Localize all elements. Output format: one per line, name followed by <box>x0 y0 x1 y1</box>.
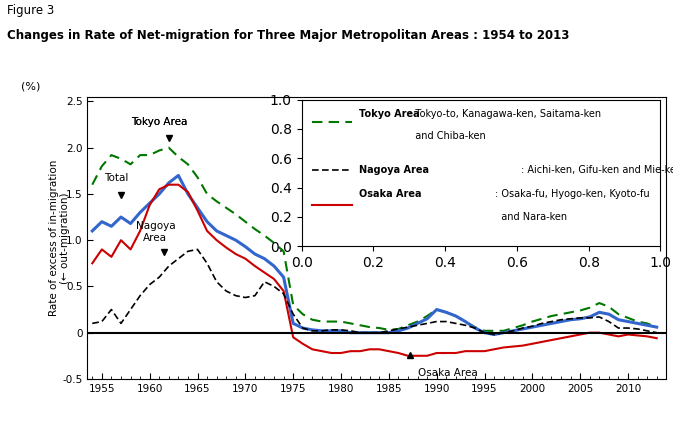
Y-axis label: Rate of excess of in-migration
(← out-migration): Rate of excess of in-migration (← out-mi… <box>49 160 71 316</box>
Text: Figure 3: Figure 3 <box>7 4 54 17</box>
Text: (%): (%) <box>21 81 40 91</box>
Text: Osaka Area: Osaka Area <box>417 368 477 378</box>
Text: Tokyo Area: Tokyo Area <box>131 117 187 136</box>
Text: Nagoya
Area: Nagoya Area <box>135 221 175 243</box>
Text: Changes in Rate of Net-migration for Three Major Metropolitan Areas : 1954 to 20: Changes in Rate of Net-migration for Thr… <box>7 29 569 43</box>
Text: Total: Total <box>104 173 129 183</box>
Text: Tokyo Area: Tokyo Area <box>131 117 187 127</box>
